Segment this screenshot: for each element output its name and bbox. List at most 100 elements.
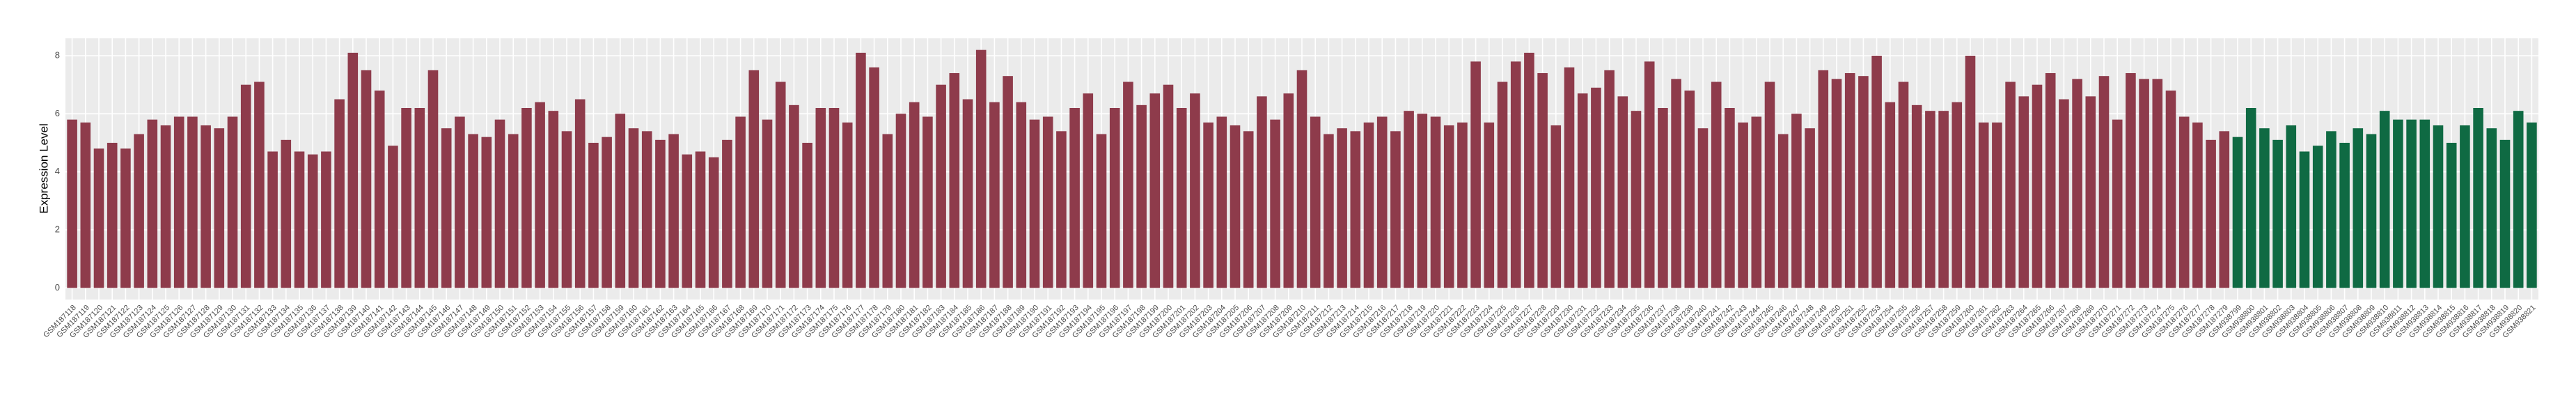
bar — [1243, 131, 1254, 288]
bar — [2005, 81, 2016, 288]
bar — [2272, 139, 2283, 288]
bar — [1257, 96, 1267, 288]
bar — [281, 139, 292, 288]
y-tick-label: 0 — [55, 282, 60, 293]
bar — [1885, 102, 1896, 288]
bar — [989, 102, 1000, 288]
bar — [2139, 79, 2149, 288]
bar — [2098, 76, 2110, 288]
y-axis-title: Expression Level — [37, 123, 50, 213]
bar — [441, 128, 452, 288]
bar — [2406, 119, 2417, 288]
bar — [962, 99, 973, 288]
bar — [267, 151, 278, 288]
bar — [2206, 139, 2216, 288]
y-tick-label: 6 — [55, 108, 60, 118]
bar — [828, 108, 840, 288]
bar — [2259, 128, 2270, 288]
bar — [1443, 125, 1454, 288]
bar — [2312, 146, 2323, 288]
bar — [1671, 79, 1681, 288]
bar — [1484, 122, 1495, 288]
bar — [775, 81, 786, 288]
bar — [2299, 151, 2310, 288]
bar — [1324, 134, 1334, 288]
bar — [668, 134, 679, 288]
bar — [1911, 104, 1922, 288]
bar — [1283, 93, 1294, 288]
bar — [1163, 84, 1174, 288]
bar — [294, 151, 305, 288]
bar — [2433, 125, 2444, 288]
bar — [1577, 93, 1588, 288]
bar — [1658, 108, 1668, 288]
bar — [1029, 119, 1040, 288]
bar — [1831, 79, 1842, 288]
bar — [187, 116, 198, 288]
bar — [120, 148, 131, 288]
bar — [1337, 128, 1347, 288]
bar — [1925, 111, 1935, 288]
bar — [1725, 108, 1735, 288]
bar — [1711, 81, 1722, 288]
bar — [548, 111, 559, 288]
bar — [147, 119, 158, 288]
bar — [682, 154, 693, 288]
bar — [388, 146, 398, 288]
y-tick-label: 2 — [55, 224, 60, 234]
bar — [1951, 102, 1963, 288]
bar — [936, 84, 946, 288]
bar — [762, 119, 773, 288]
bar — [468, 134, 478, 288]
bar — [521, 108, 532, 288]
bar — [2085, 96, 2096, 288]
bar — [708, 157, 719, 288]
bar — [1510, 61, 1521, 288]
bar — [1376, 116, 1388, 288]
bar — [2045, 73, 2056, 288]
bar — [1190, 93, 1200, 288]
bar — [1350, 131, 1361, 288]
bar — [1858, 76, 1869, 288]
bar — [1430, 116, 1441, 288]
bar — [2059, 99, 2069, 288]
bar — [2072, 79, 2082, 288]
bar — [2499, 139, 2511, 288]
bar — [602, 137, 612, 288]
bar — [455, 116, 465, 288]
bar — [2473, 108, 2483, 288]
bar — [1871, 56, 1882, 288]
bar — [1497, 81, 1508, 288]
bar — [2165, 91, 2176, 288]
bar — [789, 104, 799, 288]
bar — [481, 137, 492, 288]
bar — [1751, 116, 1762, 288]
bar — [1230, 125, 1241, 288]
bar — [2419, 119, 2430, 288]
bar — [1136, 104, 1147, 288]
bar — [1069, 108, 1080, 288]
bar — [2178, 116, 2190, 288]
bar — [1003, 76, 1013, 288]
bar — [1777, 134, 1789, 288]
bar — [2018, 96, 2029, 288]
bar — [1016, 102, 1027, 288]
bar — [574, 99, 586, 288]
bar — [628, 128, 639, 288]
bar — [2152, 79, 2163, 288]
bar — [869, 67, 879, 288]
bar — [508, 134, 519, 288]
bar — [1764, 81, 1775, 288]
bar — [1296, 70, 1307, 288]
bar — [494, 119, 505, 288]
bar — [414, 108, 425, 288]
y-tick-label: 4 — [55, 166, 60, 176]
bar — [695, 151, 706, 288]
bar — [561, 131, 572, 288]
bar — [1617, 96, 1628, 288]
bar — [2232, 137, 2243, 288]
bar — [1697, 128, 1709, 288]
bar — [2460, 125, 2470, 288]
bar — [1591, 87, 1601, 288]
